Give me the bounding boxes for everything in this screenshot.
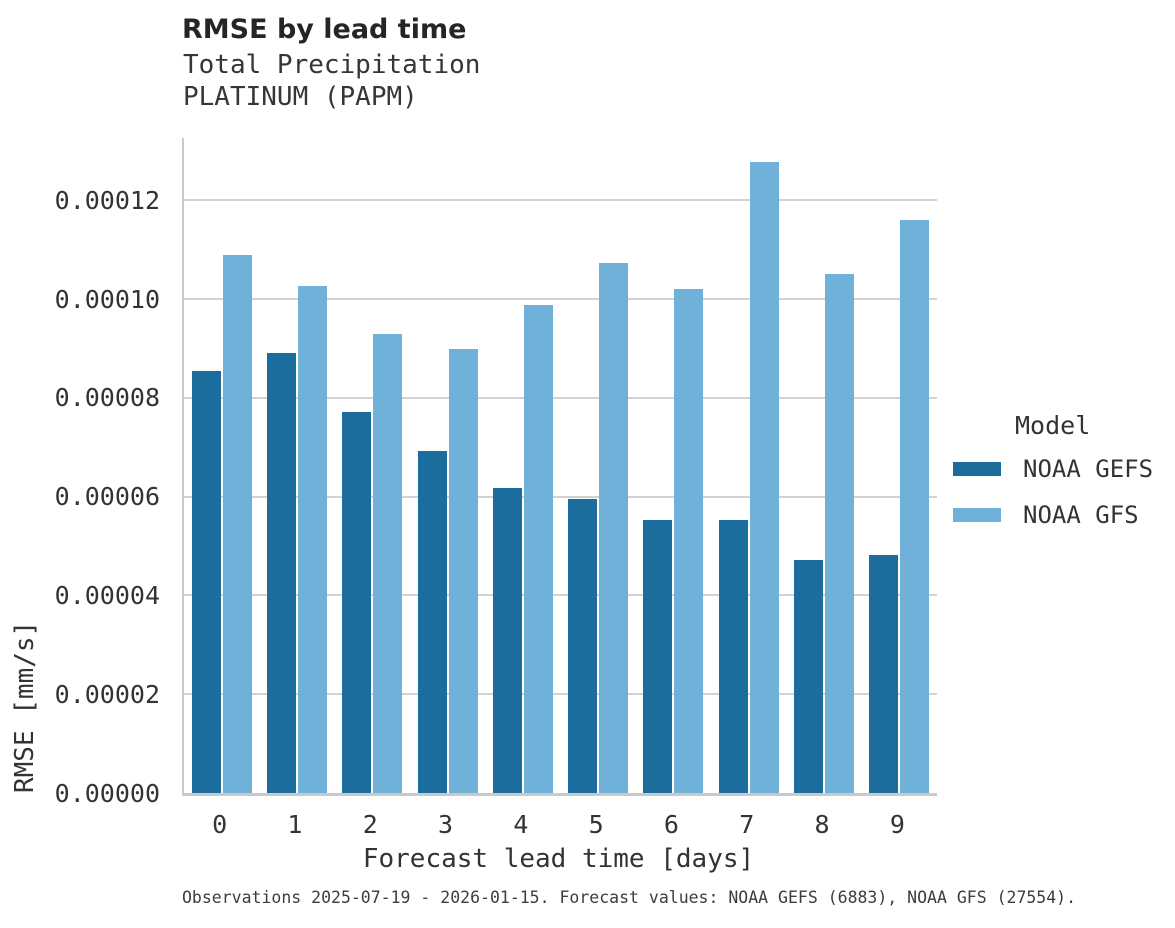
gridline [184, 298, 937, 301]
x-axis-title: Forecast lead time [days] [362, 844, 755, 874]
bar-noaa-gefs-day0 [191, 370, 221, 793]
legend-item-noaa-gefs: NOAA GEFS [953, 455, 1175, 483]
x-tick-label: 2 [362, 810, 378, 839]
bar-noaa-gefs-day7 [718, 519, 748, 793]
chart-subtitle-variable: Total Precipitation [183, 50, 481, 80]
x-tick-label: 0 [212, 810, 228, 839]
bar-noaa-gfs-day5 [599, 262, 629, 793]
x-tick-label: 5 [588, 810, 604, 839]
legend-label-noaa-gefs: NOAA GEFS [1023, 455, 1154, 483]
footer-caption: Observations 2025-07-19 - 2026-01-15. Fo… [182, 888, 1077, 907]
x-tick-label: 3 [438, 810, 454, 839]
x-tick-label: 7 [739, 810, 755, 839]
gridline [184, 396, 937, 399]
x-tick-label: 6 [663, 810, 679, 839]
plot-area [182, 138, 937, 796]
bar-noaa-gfs-day6 [674, 288, 704, 793]
bar-noaa-gefs-day2 [342, 411, 372, 793]
legend-label-noaa-gfs: NOAA GFS [1023, 501, 1139, 529]
legend-title: Model [1015, 411, 1091, 440]
x-tick-label: 4 [513, 810, 529, 839]
chart-title: RMSE by lead time [182, 14, 467, 45]
x-tick-label: 1 [287, 810, 303, 839]
x-tick-label: 9 [889, 810, 905, 839]
y-tick-label: 0.00008 [54, 383, 160, 413]
bar-noaa-gfs-day8 [825, 274, 855, 793]
y-tick-label: 0.00012 [54, 185, 160, 215]
legend-item-noaa-gfs: NOAA GFS [953, 501, 1175, 529]
bar-noaa-gefs-day1 [266, 352, 296, 793]
bar-noaa-gefs-day5 [568, 498, 598, 793]
legend-swatch-noaa-gefs-icon [953, 462, 1001, 476]
y-tick-label: 0.00006 [54, 482, 160, 512]
bar-noaa-gefs-day3 [417, 451, 447, 793]
bar-noaa-gfs-day1 [297, 286, 327, 793]
y-tick-label: 0.00000 [54, 778, 160, 808]
gridline [184, 495, 937, 498]
y-tick-label: 0.00002 [54, 679, 160, 709]
bar-noaa-gfs-day7 [749, 162, 779, 793]
bar-noaa-gfs-day9 [900, 219, 930, 793]
legend-swatch-noaa-gfs-icon [953, 508, 1001, 522]
gridline [184, 199, 937, 202]
legend: Model NOAA GEFS NOAA GFS [953, 411, 1175, 547]
y-tick-label: 0.00004 [54, 580, 160, 610]
chart-subtitle-dataset: PLATINUM (PAPM) [183, 82, 418, 112]
bar-noaa-gfs-day0 [222, 254, 252, 793]
x-tick-label: 8 [814, 810, 830, 839]
bar-noaa-gefs-day6 [643, 519, 673, 793]
bar-noaa-gefs-day4 [492, 487, 522, 793]
bar-noaa-gefs-day9 [869, 555, 899, 793]
bar-noaa-gefs-day8 [794, 560, 824, 793]
y-tick-label: 0.00010 [54, 284, 160, 314]
bar-noaa-gfs-day3 [448, 348, 478, 793]
gridline [184, 594, 937, 597]
gridline [184, 693, 937, 696]
bar-noaa-gfs-day2 [373, 334, 403, 793]
bar-noaa-gfs-day4 [523, 304, 553, 793]
